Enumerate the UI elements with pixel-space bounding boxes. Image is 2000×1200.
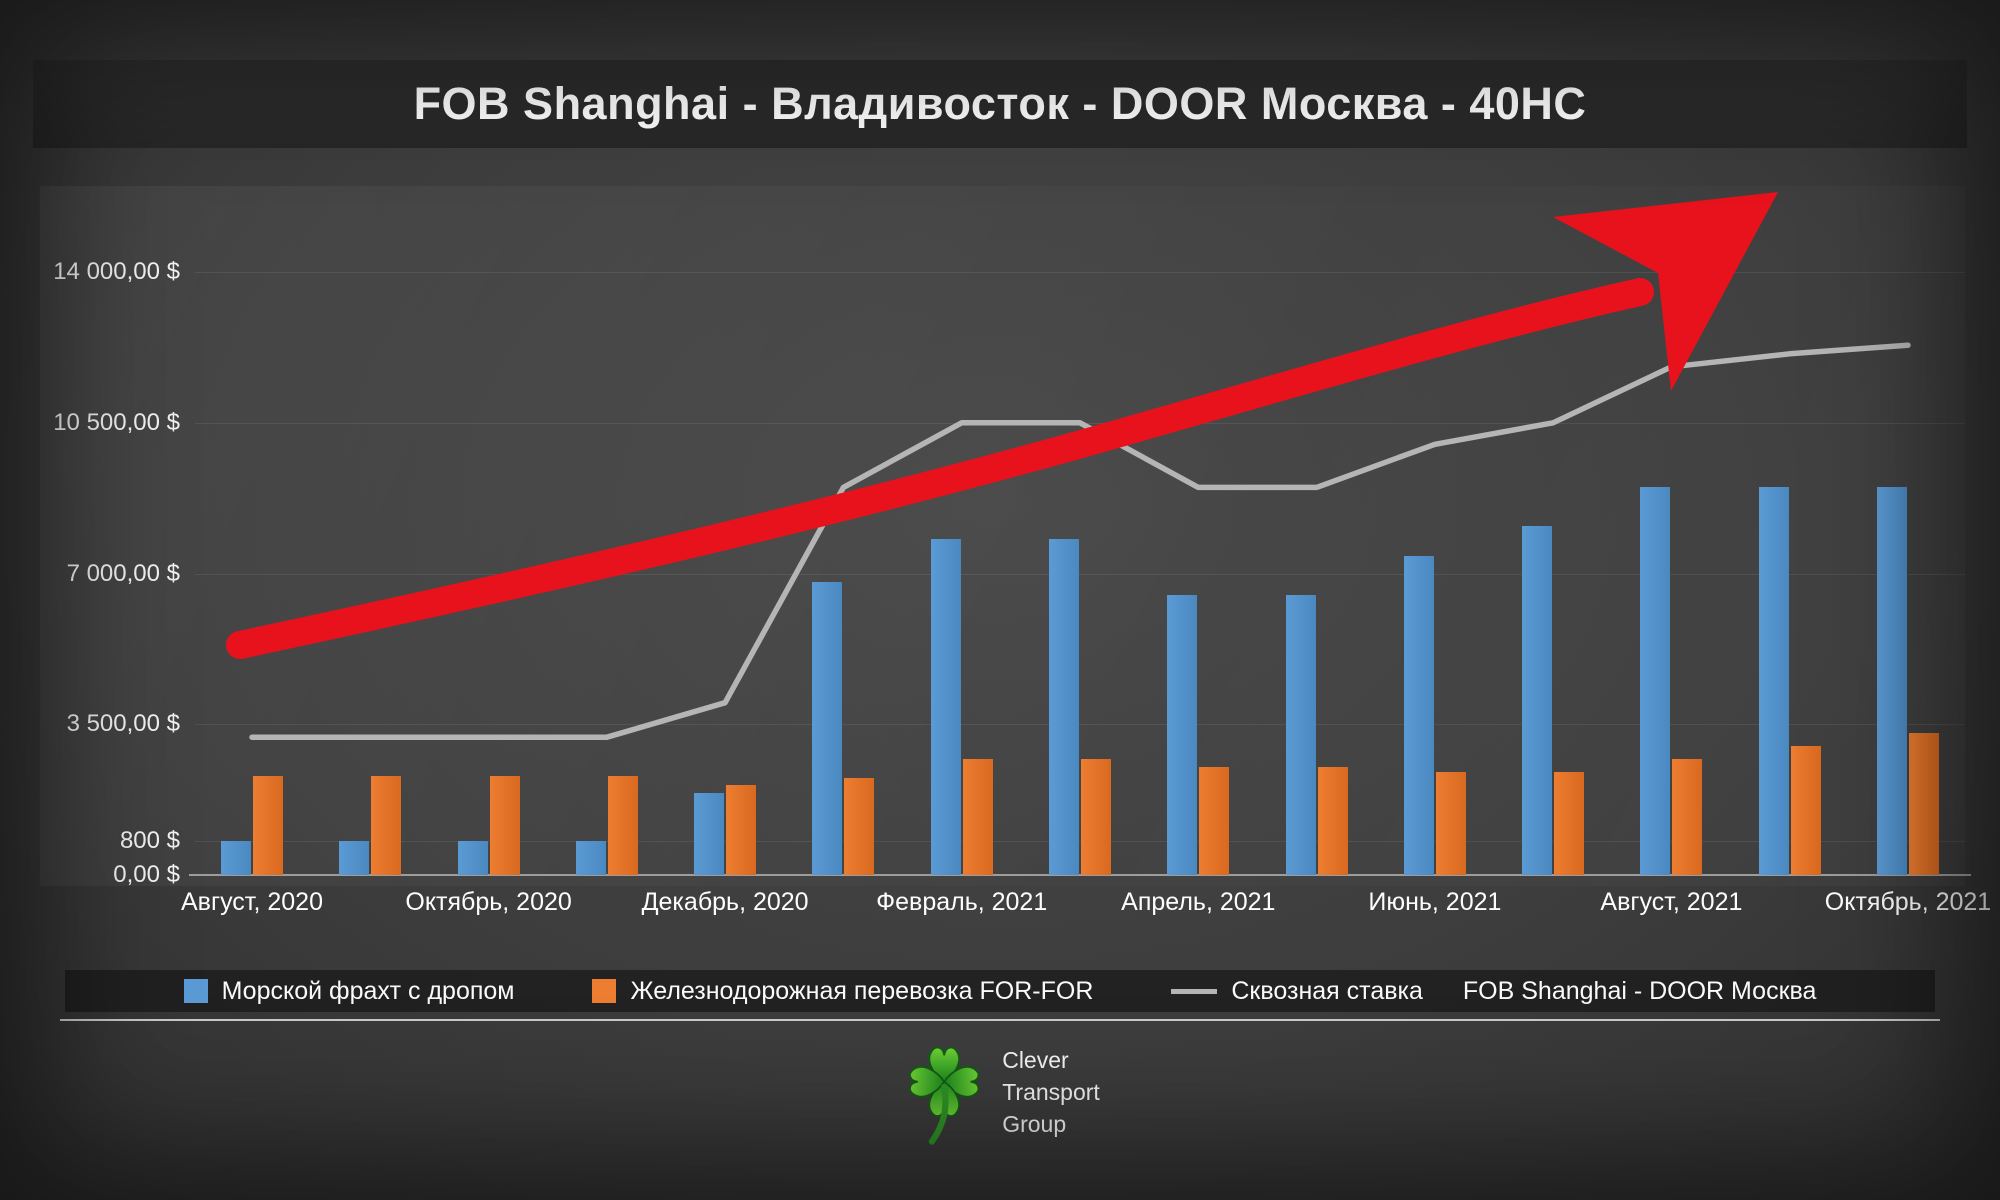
bar-rail-freight [962, 758, 993, 875]
legend-label-sea-freight: Морской фрахт с дропом [221, 976, 515, 1005]
bar-rail-freight [1554, 771, 1585, 875]
x-axis-tick-label: Апрель, 2021 [1121, 888, 1276, 916]
y-axis-tick-label: 14 000,00 $ [53, 258, 180, 285]
legend-item-rail-freight: Железнодорожная перевозка FOR-FOR [592, 977, 1093, 1006]
bar-rail-freight [1435, 771, 1466, 875]
bar-rail-freight [1199, 767, 1230, 875]
x-axis-tick-label: Октябрь, 2021 [1824, 888, 1992, 916]
legend-swatch-sea-freight-icon [183, 979, 208, 1003]
legend-item-through-rate: Сквозная ставка FOB Shanghai - DOOR Моск… [1171, 977, 1816, 1006]
logo-line-2: Transport [1002, 1079, 1100, 1105]
x-axis-tick-label: Декабрь, 2020 [641, 888, 809, 916]
legend-label-through-rate: Сквозная ставка [1231, 976, 1423, 1005]
bar-rail-freight [607, 775, 638, 875]
y-axis-tick-label: 0,00 $ [113, 861, 180, 888]
bar-rail-freight [1317, 767, 1348, 875]
legend-item-sea-freight: Морской фрахт с дропом [183, 976, 515, 1006]
x-axis-tick-label: Октябрь, 2020 [405, 888, 572, 916]
legend-underline [60, 1019, 1940, 1021]
bar-sea-freight [1758, 487, 1789, 875]
bar-rail-freight [726, 784, 757, 875]
bar-sea-freight [221, 840, 251, 875]
bar-sea-freight [457, 840, 488, 875]
through-rate-line [249, 342, 1911, 740]
chart-title: FOB Shanghai - Владивосток - DOOR Москва… [413, 78, 1587, 129]
y-axis-tick-label: 7 000,00 $ [66, 559, 180, 587]
y-axis-tick-label: 3 500,00 $ [66, 710, 180, 738]
bar-rail-freight [371, 775, 402, 875]
gridline [195, 272, 1965, 273]
logo-line-3: Group [1002, 1111, 1067, 1137]
four-leaf-clover-icon [909, 1046, 980, 1145]
legend-label-through-rate-route: FOB Shanghai - DOOR Москва [1462, 976, 1817, 1005]
bar-rail-freight [1909, 732, 1939, 875]
y-axis-tick-label: 800 $ [119, 826, 180, 854]
bar-rail-freight [489, 775, 520, 875]
gridline [195, 724, 1965, 726]
x-axis-baseline [189, 874, 1971, 876]
x-axis-tick-label: Август, 2020 [181, 888, 323, 916]
bar-rail-freight [1790, 745, 1821, 875]
bar-sea-freight [575, 840, 606, 875]
company-logo-text: Clever Transport Group [1002, 1036, 1100, 1140]
gridline [195, 840, 1965, 842]
bar-sea-freight [339, 840, 370, 875]
bar-rail-freight [844, 778, 875, 875]
x-axis-tick-label: Июнь, 2021 [1368, 888, 1502, 916]
clover-stem [928, 1084, 949, 1145]
bar-rail-freight [1672, 758, 1703, 875]
bar-sea-freight [1877, 487, 1907, 875]
bar-sea-freight [694, 793, 725, 875]
through-rate-line-chart [249, 342, 1911, 740]
company-logo: Clever Transport Group [900, 1036, 1100, 1154]
chart-title-bar: FOB Shanghai - Владивосток - DOOR Москва… [33, 60, 1967, 148]
legend-line-marker-icon [1171, 988, 1218, 994]
chart-legend: Морской фрахт с дропом Железнодорожная п… [65, 970, 1935, 1012]
legend-label-rail-freight: Железнодорожная перевозка FOR-FOR [630, 976, 1094, 1005]
x-axis-tick-label: Август, 2021 [1600, 888, 1743, 916]
x-axis-tick-label: Февраль, 2021 [876, 888, 1048, 916]
legend-swatch-rail-freight-icon [592, 979, 617, 1003]
logo-line-1: Clever [1002, 1047, 1069, 1073]
bar-rail-freight [253, 775, 283, 875]
bar-rail-freight [1081, 758, 1111, 875]
y-axis-tick-label: 10 500,00 $ [53, 408, 180, 436]
